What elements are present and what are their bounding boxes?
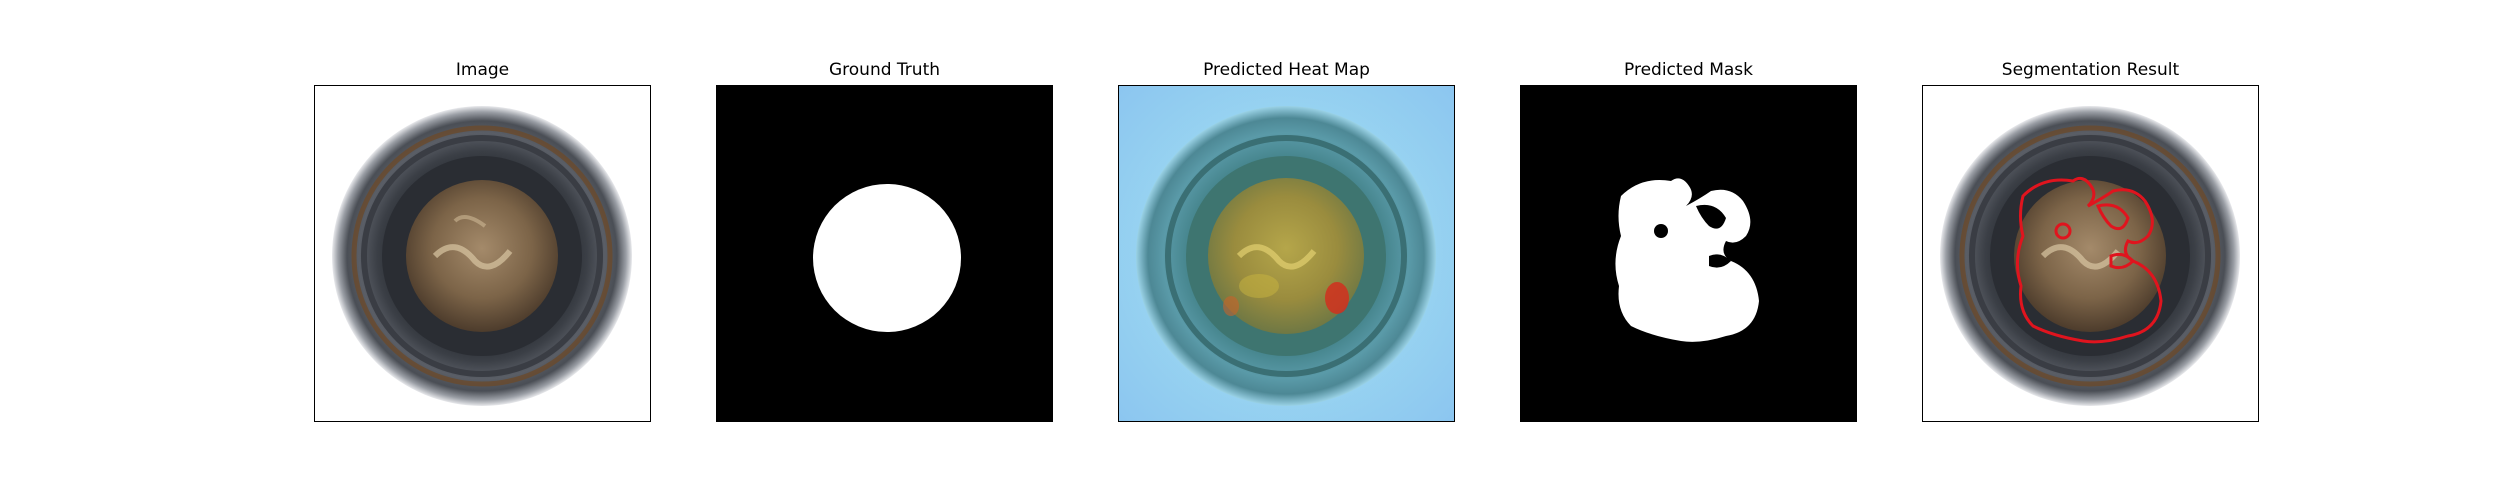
- predicted-mask: [1521, 86, 1856, 421]
- panel-title-ground-truth: Ground Truth: [828, 60, 941, 80]
- panel-title-image: Image: [455, 60, 510, 80]
- panel-ground-truth: Ground Truth: [716, 60, 1053, 422]
- mask-frame: [1520, 85, 1857, 422]
- panel-title-mask: Predicted Mask: [1624, 60, 1753, 80]
- segmentation-overlay: [1923, 86, 2258, 421]
- panel-mask: Predicted Mask: [1520, 60, 1857, 422]
- bottle-photo: [315, 86, 650, 421]
- heatmap-frame: [1118, 85, 1455, 422]
- ground-truth-mask: [717, 86, 1052, 421]
- segmentation-frame: [1922, 85, 2259, 422]
- panel-segmentation: Segmentation Result: [1922, 60, 2259, 422]
- heatmap-overlay: [1119, 86, 1454, 421]
- panel-title-heatmap: Predicted Heat Map: [1203, 60, 1370, 80]
- ground-truth-frame: [716, 85, 1053, 422]
- panel-image: Image: [314, 60, 651, 422]
- panel-title-segmentation: Segmentation Result: [2001, 60, 2180, 80]
- image-frame: [314, 85, 651, 422]
- panel-heatmap: Predicted Heat Map: [1118, 60, 1455, 422]
- segmentation-contour: [2016, 176, 2163, 344]
